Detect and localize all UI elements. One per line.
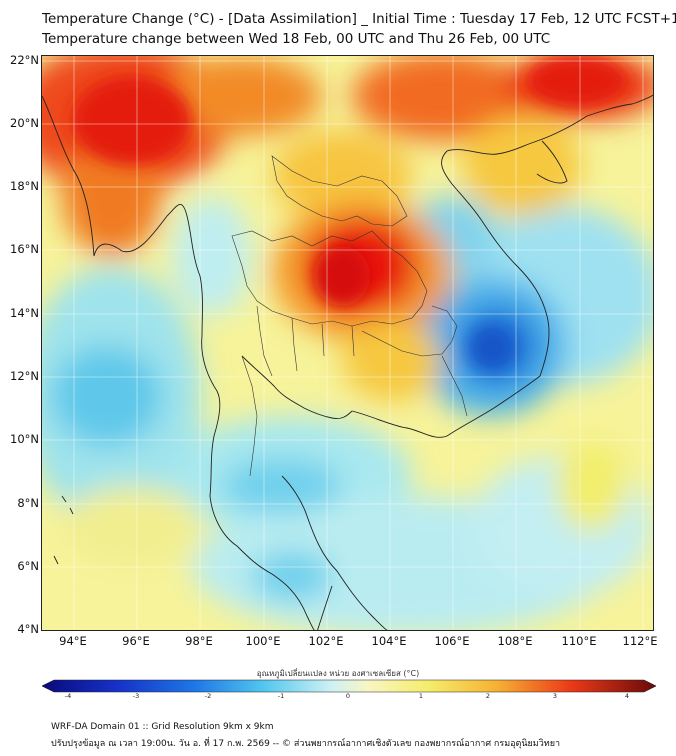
lat-label-18n: 18°N xyxy=(10,179,39,193)
temperature-change-map[interactable] xyxy=(41,55,654,631)
province-borders xyxy=(231,155,468,477)
lon-label-96e: 96°E xyxy=(122,634,150,648)
lat-label-4n: 4°N xyxy=(17,622,39,636)
map-subtitle: Temperature change between Wed 18 Feb, 0… xyxy=(42,31,551,47)
lon-label-94e: 94°E xyxy=(59,634,87,648)
colorbar-label: 2 xyxy=(485,692,491,700)
temperature-field xyxy=(42,56,653,630)
colorbar-label: -2 xyxy=(204,692,212,700)
colorbar-label: -4 xyxy=(64,692,72,700)
map-title: Temperature Change (°C) - [Data Assimila… xyxy=(42,11,676,27)
lat-label-22n: 22°N xyxy=(10,53,39,67)
lat-label-12n: 12°N xyxy=(10,369,39,383)
lat-label-20n: 20°N xyxy=(10,116,39,130)
lon-label-108e: 108°E xyxy=(497,634,533,648)
update-credit: ปรับปรุงข้อมูล ณ เวลา 19:00น. วัน อ. ที่… xyxy=(51,739,561,749)
colorbar-label: 0 xyxy=(345,692,351,700)
colorbar-label: -3 xyxy=(132,692,140,700)
lat-label-14n: 14°N xyxy=(10,306,39,320)
lat-label-10n: 10°N xyxy=(10,432,39,446)
lon-label-110e: 110°E xyxy=(561,634,597,648)
map-canvas xyxy=(42,56,653,630)
colorbar xyxy=(42,679,656,693)
lon-label-102e: 102°E xyxy=(308,634,344,648)
lon-label-112e: 112°E xyxy=(622,634,658,648)
colorbar-gradient xyxy=(42,679,656,693)
colorbar-title: อุณหภูมิเปลี่ยนแปลง หน่วย องศาเซลเซียส (… xyxy=(256,669,420,678)
lat-label-16n: 16°N xyxy=(10,242,39,256)
lon-label-100e: 100°E xyxy=(245,634,281,648)
lon-label-106e: 106°E xyxy=(434,634,470,648)
lat-label-8n: 8°N xyxy=(17,496,39,510)
colorbar-label: 4 xyxy=(624,692,630,700)
lon-label-98e: 98°E xyxy=(185,634,213,648)
graticule xyxy=(42,56,653,630)
colorbar-label: 1 xyxy=(418,692,424,700)
colorbar-label: 3 xyxy=(552,692,558,700)
temperature-field-detail xyxy=(72,56,627,370)
colorbar-label: -1 xyxy=(277,692,285,700)
lat-label-6n: 6°N xyxy=(17,559,39,573)
model-info: WRF-DA Domain 01 :: Grid Resolution 9km … xyxy=(51,722,274,732)
lon-label-104e: 104°E xyxy=(371,634,407,648)
coastlines xyxy=(42,94,653,630)
